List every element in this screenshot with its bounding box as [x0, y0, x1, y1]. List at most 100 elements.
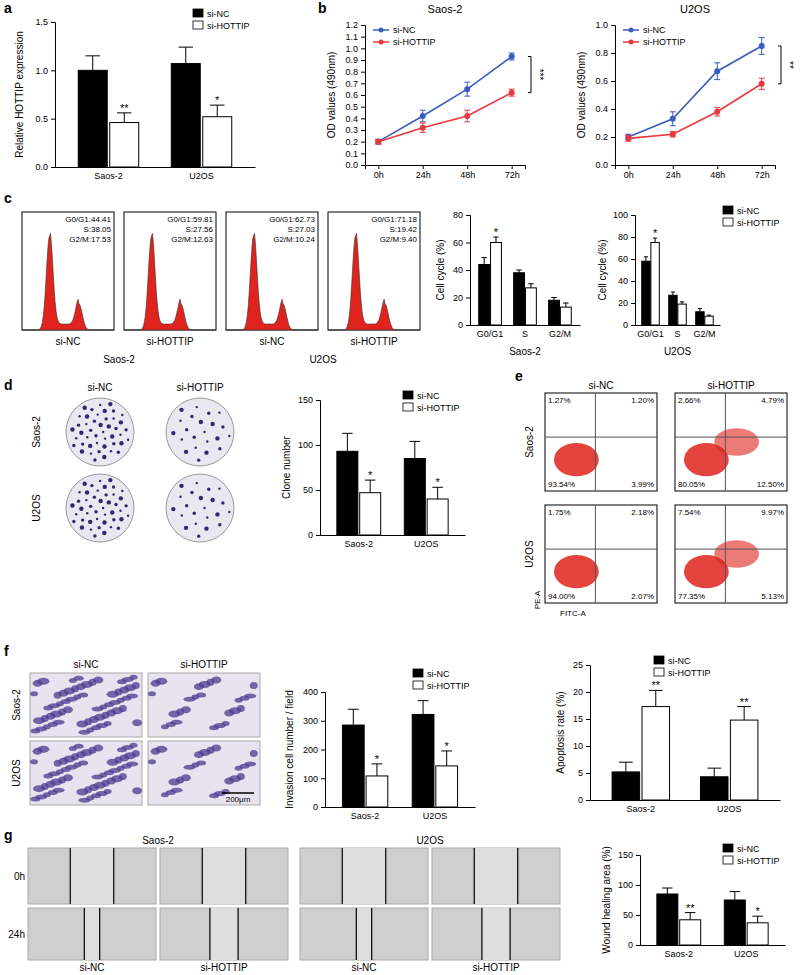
column-label: si-HOTTIP	[180, 659, 228, 670]
colony	[112, 417, 114, 419]
legend-label: si-NC	[417, 391, 440, 401]
micrograph: 200μm	[148, 741, 260, 805]
tick-mark	[631, 281, 635, 282]
colony	[127, 514, 129, 516]
wound-gap	[356, 908, 371, 960]
colony	[90, 408, 93, 411]
tick-mark	[361, 95, 365, 96]
quadrant-value: 5.13%	[761, 592, 784, 601]
wound-image	[160, 908, 288, 960]
legend-label: si-NC	[737, 844, 760, 854]
colony	[80, 449, 84, 453]
cell	[54, 760, 62, 767]
colony	[181, 514, 183, 516]
quadrant-value: 2.66%	[678, 396, 701, 405]
apoptosis-images: si-NCsi-HOTTIPSaos-21.27%1.20%93.54%3.99…	[524, 380, 787, 618]
error-bar	[649, 690, 663, 706]
error-bar	[563, 303, 568, 307]
y-axis: 050100150	[618, 850, 641, 950]
error-cap	[563, 303, 568, 304]
image-frame	[28, 908, 156, 960]
colony	[81, 518, 84, 521]
plot-area	[657, 888, 768, 945]
colony	[112, 409, 115, 412]
bar	[612, 772, 640, 800]
legend-swatch	[723, 218, 733, 226]
cell	[148, 691, 156, 696]
colony	[184, 450, 188, 454]
y-tick: 1.0	[595, 20, 615, 30]
colony	[82, 481, 86, 485]
colony	[81, 442, 84, 445]
tick-mark	[378, 165, 379, 169]
colony	[108, 478, 112, 482]
error-bar	[737, 707, 751, 721]
error-bar	[210, 105, 224, 117]
x-tick: U2OS	[189, 171, 214, 181]
error-line	[376, 764, 377, 776]
error-cap	[420, 123, 426, 124]
tick-mark	[361, 83, 365, 84]
bar	[700, 777, 728, 800]
colony	[102, 520, 106, 524]
error-line	[565, 303, 566, 307]
bar	[560, 307, 571, 325]
legend-item: si-HOTTIP	[373, 37, 436, 47]
error-line	[714, 768, 715, 777]
bar	[360, 493, 381, 535]
wound-image	[432, 908, 560, 960]
y-tick: 1.0	[35, 66, 55, 76]
legend-label: si-HOTTIP	[643, 37, 686, 47]
quadrant-line	[725, 393, 726, 491]
phase-value: G0/G1:59.81	[167, 215, 213, 224]
colony	[124, 504, 127, 507]
error-bar	[117, 113, 131, 123]
colony	[228, 511, 230, 513]
column-label: si-HOTTIP	[200, 962, 248, 973]
cell	[151, 680, 161, 687]
plot-area	[78, 47, 231, 167]
phase-value: G0/G1:62.73	[269, 215, 315, 224]
error-cap	[348, 709, 359, 710]
colony	[86, 436, 88, 438]
title: Saos-2	[428, 3, 463, 15]
legend-swatch	[413, 681, 423, 689]
tick-label: 0.0	[595, 160, 608, 170]
colony	[104, 417, 107, 420]
colony	[185, 428, 188, 431]
bar	[705, 316, 713, 325]
tick-label: 24h	[666, 170, 681, 180]
error-bar	[759, 78, 765, 89]
cell	[78, 730, 90, 735]
micrograph	[148, 673, 260, 737]
x-tick: G0/G1	[477, 329, 504, 339]
flow-image: 1.75%2.18%94.00%2.07%	[545, 505, 657, 603]
cell	[91, 775, 103, 780]
colony	[184, 526, 188, 530]
error-bar	[670, 112, 676, 126]
error-bar	[420, 123, 426, 132]
title: U2OS	[680, 3, 710, 15]
colony	[97, 489, 99, 491]
plot-area	[375, 53, 514, 145]
colony	[119, 434, 121, 436]
colony	[112, 485, 115, 488]
legend-item: si-NC	[403, 391, 440, 401]
legend-swatch	[654, 656, 664, 664]
axis-line	[611, 26, 616, 166]
tick-mark	[611, 165, 615, 166]
legend-marker	[629, 28, 634, 33]
tick-label: Saos-2	[94, 171, 123, 181]
error-cap	[85, 55, 99, 56]
y-tick: 0.8	[345, 67, 365, 77]
tick-mark	[611, 137, 615, 138]
tick-mark	[361, 118, 365, 119]
sample-label: si-HOTTIP	[350, 336, 398, 347]
wound-gap	[342, 848, 386, 904]
cell	[78, 798, 90, 803]
x-tick: G2/M	[549, 329, 571, 339]
phase-value: G2/M:9.40	[380, 235, 418, 244]
colony	[112, 518, 115, 521]
tick-label: 0h	[374, 170, 384, 180]
wound-gap	[210, 908, 238, 960]
